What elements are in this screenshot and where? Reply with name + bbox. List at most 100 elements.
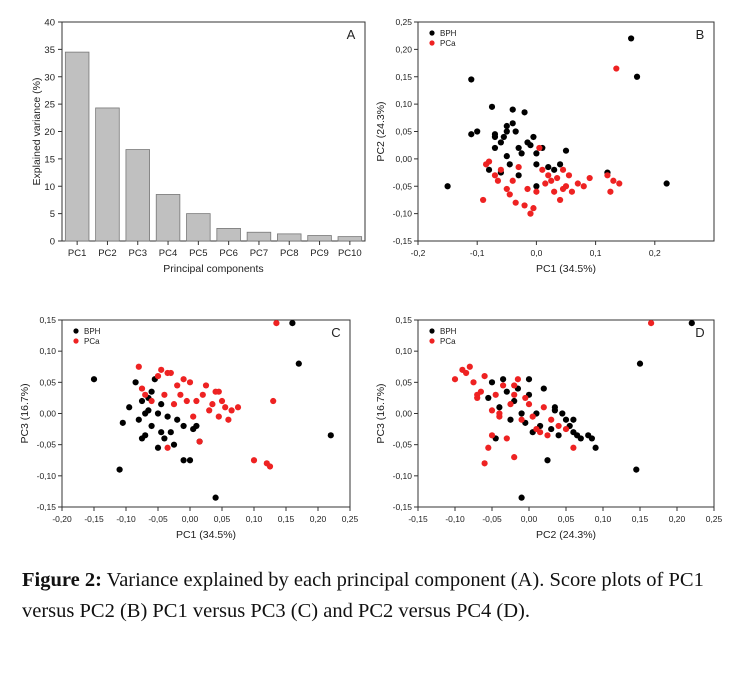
data-point-bph [515,144,522,152]
data-point-bph [515,172,522,179]
legend-label-bph: BPH [84,327,101,336]
data-point-pca [225,416,232,423]
data-point-bph [488,103,496,110]
x-tick-label: -0,10 [445,514,465,524]
data-point-pca [196,438,203,445]
data-point-pca [524,185,531,193]
x-tick-label: 0,20 [669,514,686,524]
data-point-pca [206,407,213,414]
data-point-pca [180,376,187,383]
data-point-bph [512,128,519,135]
y-tick-label: 0,00 [395,154,412,164]
data-point-bph [474,128,481,135]
y-axis-label: PC3 (16.7%) [19,383,31,443]
y-tick-label: 25 [44,100,55,111]
data-point-pca [509,177,516,184]
data-point-bph [180,422,187,430]
data-point-pca [174,382,181,389]
data-point-pca [586,174,593,182]
bar [186,213,211,242]
data-point-pca [503,185,510,193]
data-point-pca [529,413,536,420]
y-tick-label: 0,10 [395,346,412,356]
data-point-bph [154,444,162,451]
data-point-bph [540,385,547,392]
data-point-bph [90,376,98,383]
data-point-bph [555,432,562,439]
data-point-pca [542,180,549,187]
data-point-pca [164,444,171,451]
data-point-pca [574,180,581,187]
data-point-pca [158,366,165,373]
data-point-bph [186,457,194,464]
x-tick-label: 0,1 [590,248,602,258]
data-point-bph [525,376,533,383]
y-tick-label: 30 [44,72,55,83]
data-point-pca [470,379,477,386]
data-point-pca [559,185,567,193]
y-tick-label: 20 [44,127,55,138]
y-tick-label: 40 [44,18,55,29]
y-tick-label: 0,10 [39,346,56,356]
data-point-pca [164,369,171,377]
data-point-pca [250,457,258,464]
data-point-pca [480,196,487,204]
data-point-bph [527,142,534,149]
data-point-pca [215,388,222,395]
data-point-pca [500,382,507,389]
y-tick-label: 0,00 [39,409,56,419]
y-tick-label: 0,05 [395,127,412,137]
panel-d-scatter: D -0,15 -0,10 -0,05 0,00 0,05 0,10 0,15 0,20 0,25… [375,315,723,541]
data-point-pca [555,422,562,430]
caption-text: Variance explained by each principal com… [22,569,704,622]
y-tick-label: 0,15 [39,315,56,325]
data-point-bph [503,122,510,130]
data-point-pca [234,404,242,411]
x-tick-label: 0,10 [595,514,612,524]
data-point-pca [193,397,200,405]
legend-marker-bph [73,328,79,334]
data-point-pca [270,397,277,405]
bar [337,236,363,242]
data-point-bph [518,494,525,501]
figure-caption: Figure 2: Variance explained by each pri… [22,565,732,627]
data-point-pca [511,382,518,389]
data-point-pca [537,429,544,436]
y-tick-label: -0,05 [393,181,413,191]
y-tick-label: -0,10 [393,471,413,481]
y-tick-label: -0,10 [37,471,57,481]
bar [277,233,302,242]
x-tick-label: 0,05 [558,514,575,524]
data-point-pca [154,373,162,380]
data-point-pca [135,363,142,370]
data-point-bph [503,128,510,135]
x-tick-label: 0,20 [310,514,327,524]
data-point-bph [295,360,302,367]
data-point-bph [562,147,570,154]
y-tick-label: -0,05 [393,440,413,450]
data-point-bph [193,422,200,430]
data-point-bph [444,183,451,190]
panel-letter: B [696,27,705,42]
x-tick-label: 0,0 [530,248,542,258]
x-tick-label: PC2 [98,248,116,259]
panel-letter: D [695,325,704,340]
data-point-pca [474,391,481,398]
data-point-bph [507,416,514,423]
data-point-pca [138,385,146,392]
data-point-pca [613,65,620,72]
x-axis-label: PC1 (34.5%) [176,529,236,541]
data-point-bph [518,150,525,157]
data-point-bph [544,457,551,464]
data-point-bph [556,161,564,168]
data-point-pca [485,158,493,165]
y-tick-label: 0,05 [395,377,412,387]
data-point-pca [491,172,499,179]
y-tick-label: 0,05 [39,377,56,387]
data-point-bph [485,394,492,402]
y-tick-label: 10 [44,182,55,193]
data-point-bph [289,320,296,327]
data-point-bph [154,410,162,417]
y-axis-label: PC2 (24.3%) [375,101,387,161]
data-point-bph [119,419,126,426]
